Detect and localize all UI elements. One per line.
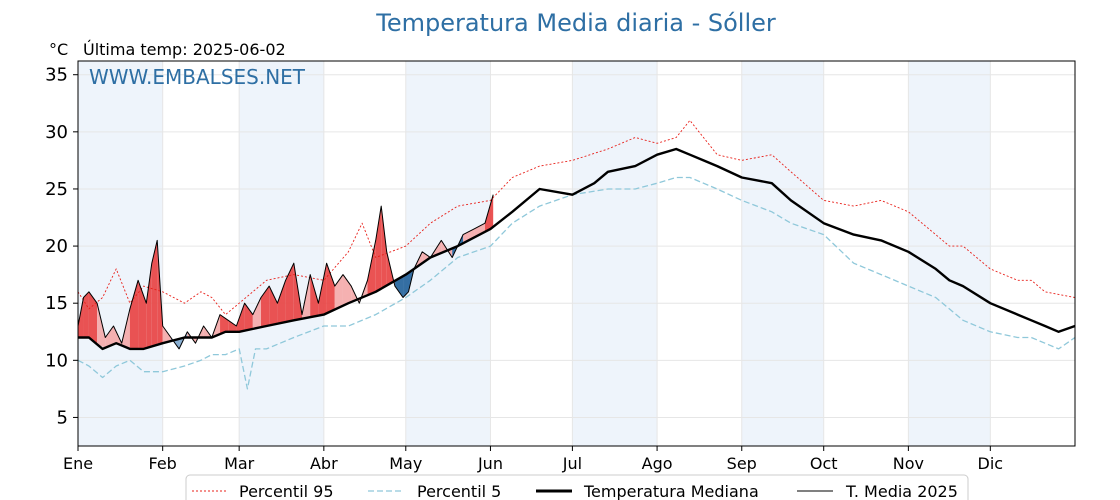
- plot-frame: [77, 60, 1076, 447]
- anomaly-fill-27: [277, 280, 286, 324]
- anomaly-fill-33: [326, 263, 335, 314]
- series-line-year: [77, 194, 494, 350]
- legend-label-p5: Percentil 5: [417, 482, 501, 500]
- anomaly-fill-11: [151, 240, 158, 347]
- legend-label-year: T. Media 2025: [845, 482, 958, 500]
- x-tick-label-Sep: Sep: [727, 454, 757, 473]
- x-tick-label-Jun: Jun: [477, 454, 503, 473]
- anomaly-fill-26: [269, 286, 278, 326]
- x-tick-label-May: May: [389, 454, 422, 473]
- anomaly-fill-38: [367, 240, 376, 296]
- x-tick-label-Ago: Ago: [642, 454, 673, 473]
- legend-box: [185, 474, 969, 500]
- y-tick-label-10: 10: [45, 350, 68, 371]
- x-tick-label-Dic: Dic: [978, 454, 1004, 473]
- anomaly-fill-39: [375, 206, 382, 292]
- unit-label: °C: [49, 40, 68, 59]
- anomaly-fill-22: [236, 303, 245, 332]
- y-tick-label-30: 30: [45, 122, 68, 143]
- legend: Percentil 95 Percentil 5 Temperatura Med…: [185, 474, 969, 500]
- x-tick-label-Mar: Mar: [224, 454, 255, 473]
- anomaly-fill-43: [403, 272, 409, 298]
- last-temp-label: Última temp: 2025-06-02: [83, 40, 286, 59]
- y-tick-label-25: 25: [45, 179, 68, 200]
- y-axis: 5 10 15 20 25 30 35: [45, 65, 78, 428]
- month-shade-6: [572, 61, 658, 446]
- anomaly-fill-52: [484, 194, 494, 232]
- anomaly-fill-24: [252, 297, 262, 329]
- x-tick-label-Abr: Abr: [310, 454, 338, 473]
- anomaly-fill-28: [285, 263, 294, 323]
- series-lines: [77, 119, 1076, 390]
- month-shade-8: [741, 61, 824, 446]
- x-tick-label-Nov: Nov: [893, 454, 924, 473]
- y-tick-label-15: 15: [45, 293, 68, 314]
- x-axis: Ene Feb Mar Abr May Jun Jul Ago Sep Oct Nov Dic: [63, 446, 1003, 473]
- x-tick-label-Oct: Oct: [810, 454, 838, 473]
- y-tick-label-5: 5: [57, 407, 68, 428]
- y-tick-label-20: 20: [45, 236, 68, 257]
- grid-lines: [77, 61, 1075, 446]
- anomaly-fill-42: [394, 276, 404, 298]
- anomaly-fill-13: [162, 326, 171, 344]
- anomaly-fill-4: [97, 303, 106, 348]
- month-shade-10: [908, 61, 991, 446]
- anomaly-fill-35: [342, 274, 352, 306]
- anomaly-fill-32: [318, 263, 327, 316]
- anomaly-fill-50: [463, 228, 475, 244]
- legend-label-p95: Percentil 95: [239, 482, 334, 500]
- month-shading: [78, 61, 991, 446]
- chart-title: Temperatura Media diaria - Sóller: [375, 9, 776, 37]
- x-tick-label-Ene: Ene: [63, 454, 93, 473]
- anomaly-fill-23: [244, 303, 253, 331]
- anomaly-fill-21: [228, 320, 237, 332]
- anomaly-fill-2: [83, 291, 89, 338]
- month-shade-2: [239, 61, 324, 446]
- series-line-p5: [77, 176, 1076, 390]
- anomaly-fill-15: [179, 331, 188, 349]
- anomaly-fill-40: [381, 206, 387, 289]
- anomaly-fill-31: [310, 274, 319, 318]
- month-shade-4: [405, 61, 491, 446]
- month-shade-0: [78, 61, 163, 446]
- anomaly-fill-51: [474, 223, 485, 238]
- x-tick-label-Feb: Feb: [149, 454, 177, 473]
- x-tick-label-Jul: Jul: [562, 454, 582, 473]
- anomaly-fill-3: [88, 291, 98, 345]
- y-tick-label-35: 35: [45, 65, 68, 86]
- anomaly-fill-5: [105, 326, 114, 348]
- anomaly-fill-8: [129, 280, 139, 349]
- anomaly-fill-25: [261, 286, 270, 328]
- anomaly-fill-10: [146, 263, 152, 349]
- anomaly-fill-1: [78, 297, 84, 338]
- series-line-p95: [77, 119, 1076, 316]
- legend-label-median: Temperatura Mediana: [583, 482, 759, 500]
- watermark: WWW.EMBALSES.NET: [89, 65, 306, 89]
